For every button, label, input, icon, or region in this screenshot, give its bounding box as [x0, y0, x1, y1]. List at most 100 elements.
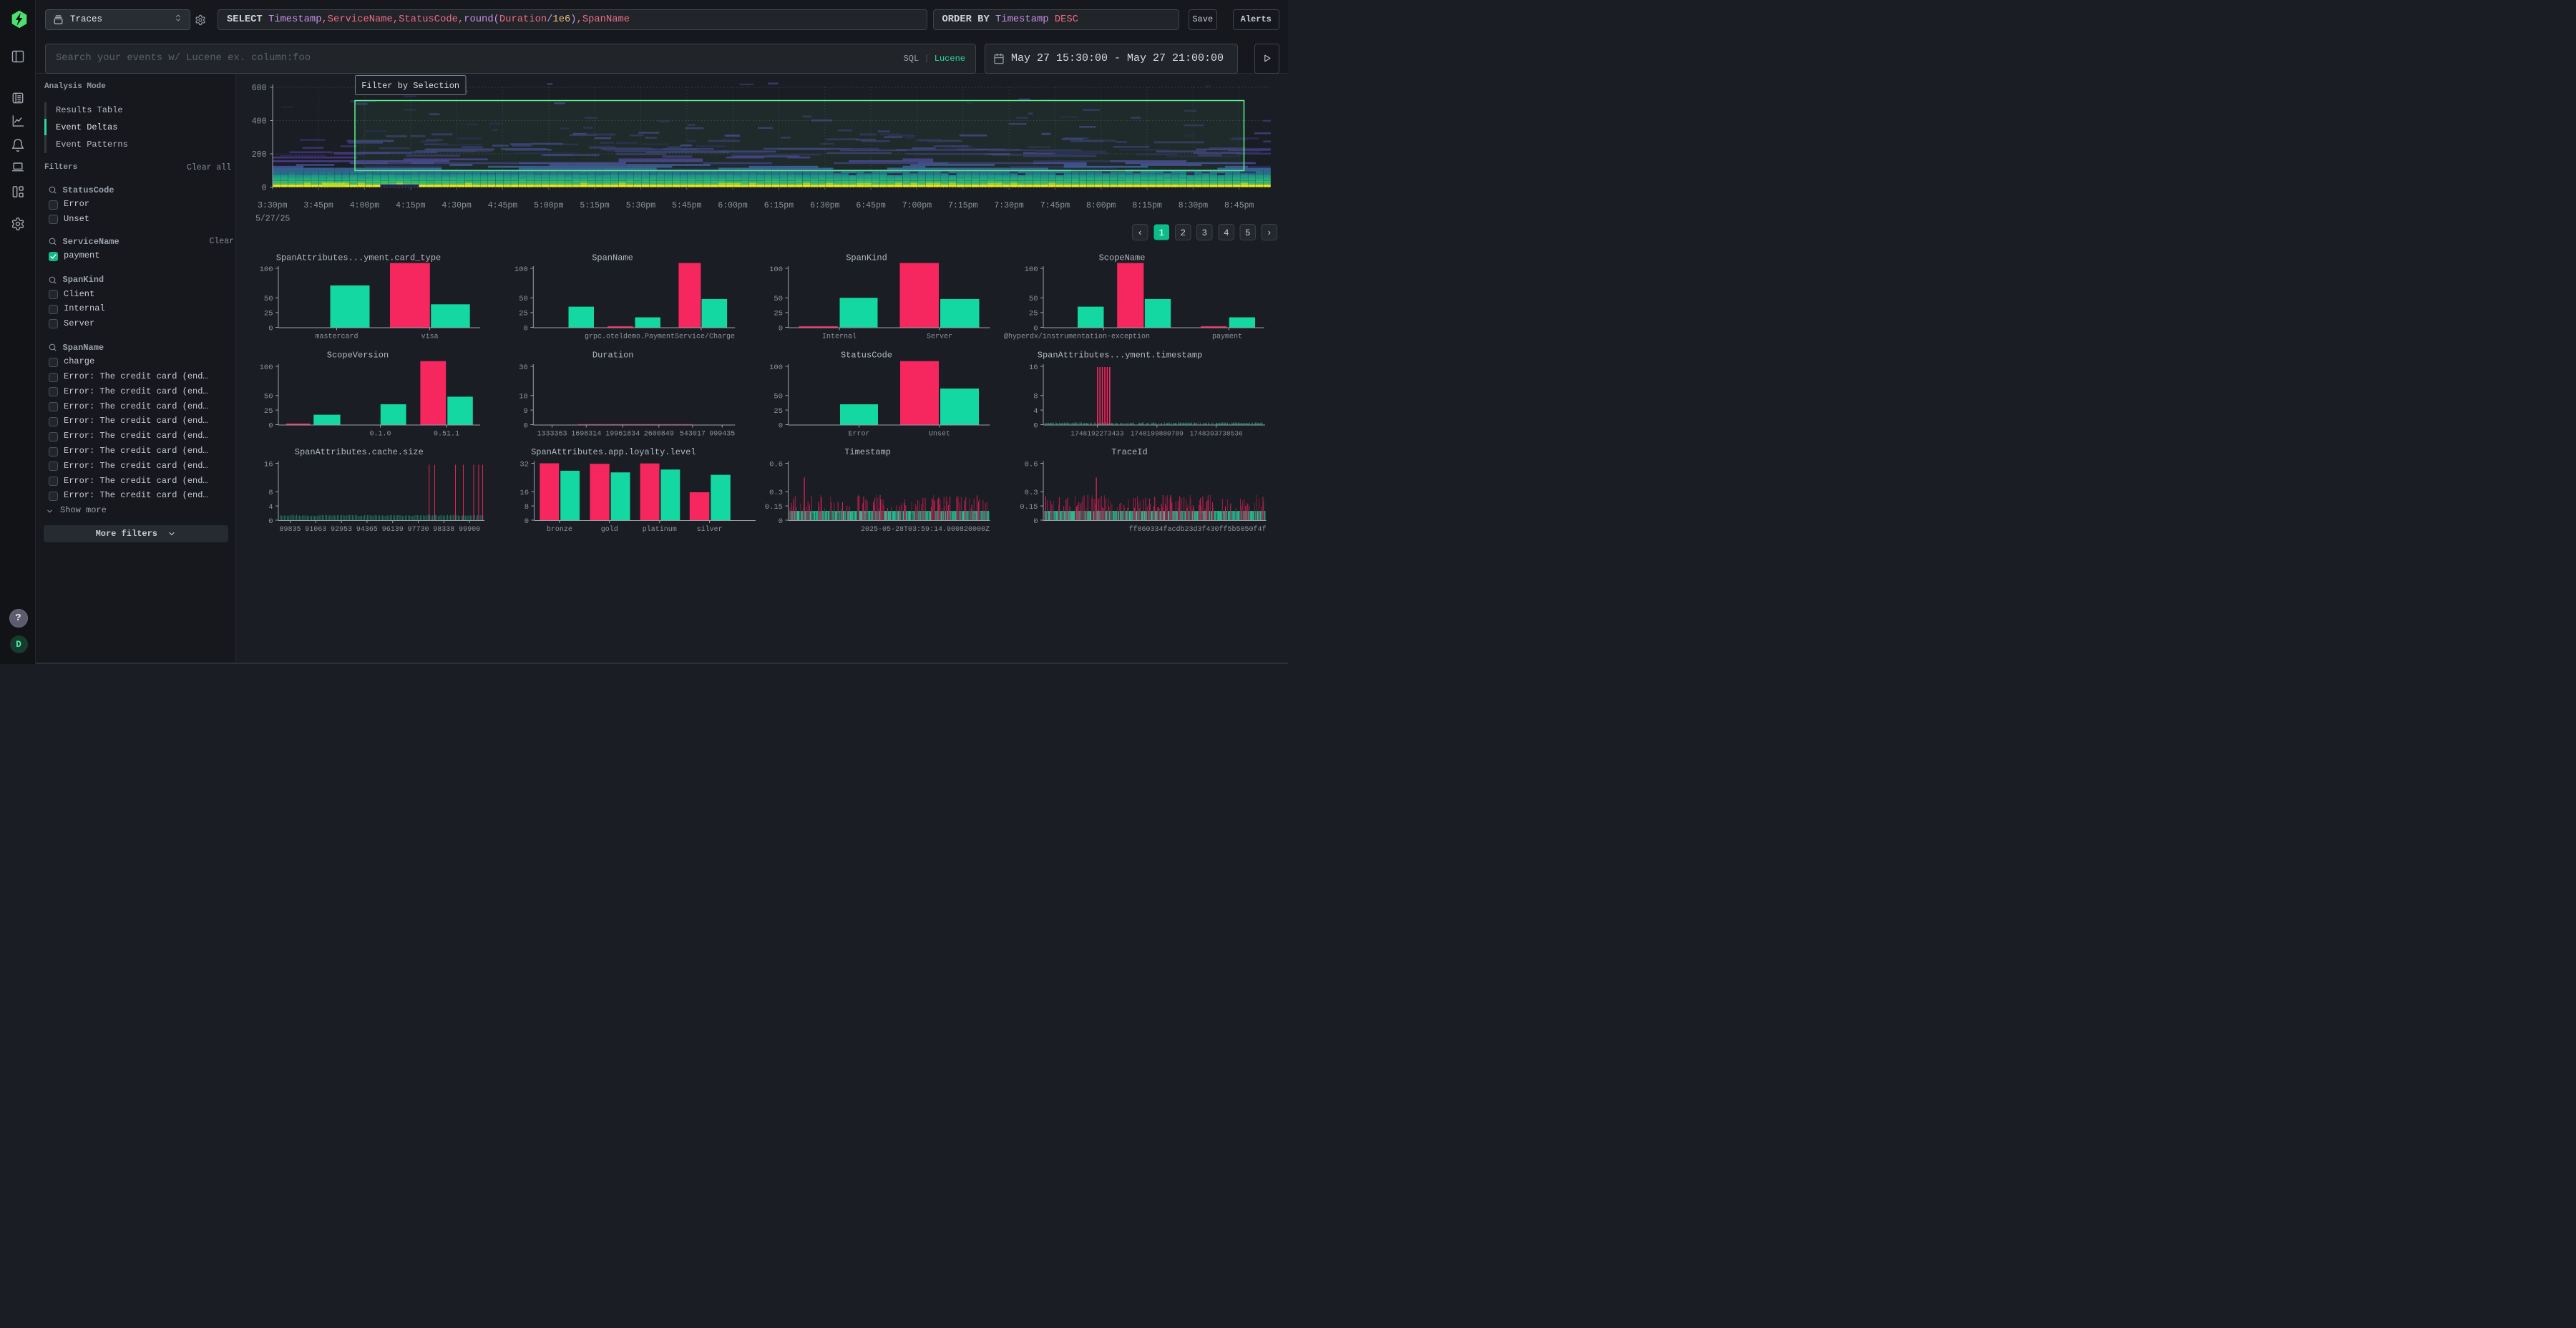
svg-text:Server: Server — [927, 333, 952, 341]
svg-text:7:30pm: 7:30pm — [994, 201, 1024, 210]
svg-text:25: 25 — [774, 310, 783, 318]
svg-text:@hyperdx/instrumentation-excep: @hyperdx/instrumentation-exception — [1004, 333, 1150, 341]
svg-text:9: 9 — [523, 407, 527, 416]
svg-text:100: 100 — [769, 265, 783, 274]
svg-text:silver: silver — [697, 525, 723, 534]
svg-text:5:45pm: 5:45pm — [672, 201, 702, 210]
svg-text:SpanAttributes.cache.size: SpanAttributes.cache.size — [295, 447, 424, 457]
svg-text:50: 50 — [264, 295, 273, 303]
svg-text:4:45pm: 4:45pm — [488, 201, 518, 210]
svg-text:18: 18 — [519, 393, 528, 401]
svg-text:0: 0 — [779, 421, 783, 430]
svg-text:94365: 94365 — [356, 526, 378, 534]
svg-text:99900: 99900 — [459, 526, 480, 534]
svg-text:8: 8 — [525, 503, 529, 512]
svg-text:100: 100 — [1025, 265, 1038, 274]
svg-text:400: 400 — [252, 117, 267, 127]
svg-text:100: 100 — [769, 363, 783, 372]
svg-text:1333363: 1333363 — [537, 431, 567, 439]
svg-text:visa: visa — [421, 333, 439, 341]
svg-text:8:45pm: 8:45pm — [1224, 201, 1254, 210]
svg-text:0.6: 0.6 — [1025, 460, 1038, 469]
svg-text:bronze: bronze — [547, 525, 572, 534]
svg-text:8: 8 — [268, 489, 273, 497]
svg-text:Filter by Selection: Filter by Selection — [361, 81, 459, 91]
svg-text:50: 50 — [264, 393, 273, 401]
svg-text:97730: 97730 — [407, 526, 429, 534]
svg-text:6:30pm: 6:30pm — [810, 201, 840, 210]
svg-text:600: 600 — [252, 84, 267, 93]
svg-text:0: 0 — [523, 421, 527, 430]
svg-text:16: 16 — [1029, 363, 1038, 372]
svg-text:SpanAttributes.app.loyalty.lev: SpanAttributes.app.loyalty.level — [531, 447, 696, 457]
svg-text:5:15pm: 5:15pm — [580, 201, 610, 210]
svg-text:SpanName: SpanName — [592, 253, 633, 263]
svg-text:0: 0 — [779, 324, 783, 333]
svg-text:50: 50 — [774, 295, 783, 303]
svg-text:0.15: 0.15 — [1020, 503, 1038, 512]
svg-text:Duration: Duration — [592, 351, 634, 361]
svg-text:25: 25 — [774, 407, 783, 416]
svg-text:25: 25 — [519, 310, 528, 318]
svg-text:7:45pm: 7:45pm — [1040, 201, 1070, 210]
svg-text:16: 16 — [264, 460, 273, 469]
svg-text:8:30pm: 8:30pm — [1179, 201, 1209, 210]
svg-text:7:15pm: 7:15pm — [948, 201, 978, 210]
svg-text:1698314: 1698314 — [571, 431, 601, 439]
svg-text:32: 32 — [519, 460, 529, 469]
svg-text:mastercard: mastercard — [315, 333, 358, 341]
svg-text:19961834: 19961834 — [605, 431, 640, 439]
svg-text:100: 100 — [260, 363, 273, 372]
svg-text:91063: 91063 — [305, 526, 326, 534]
svg-text:36: 36 — [519, 363, 528, 372]
svg-text:0: 0 — [262, 184, 267, 193]
svg-text:‹: ‹ — [1137, 228, 1143, 238]
svg-text:7:00pm: 7:00pm — [902, 201, 932, 210]
svg-text:platinum: platinum — [643, 525, 677, 534]
svg-text:5:30pm: 5:30pm — [626, 201, 656, 210]
svg-text:0: 0 — [268, 421, 273, 430]
svg-text:3: 3 — [1201, 228, 1207, 238]
svg-text:Error: Error — [848, 431, 869, 439]
svg-text:8:00pm: 8:00pm — [1086, 201, 1116, 210]
svg-text:4: 4 — [268, 503, 273, 512]
svg-text:200: 200 — [252, 150, 267, 160]
svg-text:3:30pm: 3:30pm — [258, 201, 288, 210]
svg-text:0: 0 — [779, 517, 783, 526]
svg-text:1748199880789: 1748199880789 — [1131, 430, 1184, 438]
svg-text:2600849: 2600849 — [644, 431, 674, 439]
svg-text:2025-05-28T03:59:14.900820000Z: 2025-05-28T03:59:14.900820000Z — [861, 526, 990, 534]
svg-text:8:15pm: 8:15pm — [1132, 201, 1162, 210]
svg-text:4: 4 — [1033, 407, 1038, 416]
svg-text:25: 25 — [264, 407, 273, 416]
svg-text:50: 50 — [774, 393, 783, 401]
svg-text:25: 25 — [1029, 310, 1038, 318]
svg-text:0.15: 0.15 — [765, 503, 783, 512]
svg-text:3:45pm: 3:45pm — [303, 201, 333, 210]
svg-text:50: 50 — [519, 295, 528, 303]
svg-text:Timestamp: Timestamp — [844, 447, 891, 457]
svg-text:100: 100 — [514, 265, 528, 274]
svg-text:0: 0 — [1033, 324, 1038, 333]
svg-text:StatusCode: StatusCode — [841, 351, 892, 361]
svg-text:6:45pm: 6:45pm — [856, 201, 886, 210]
svg-text:0.51.1: 0.51.1 — [434, 431, 459, 439]
svg-text:Internal: Internal — [822, 333, 857, 341]
svg-text:TraceId: TraceId — [1111, 447, 1147, 457]
svg-text:0: 0 — [525, 517, 529, 526]
svg-text:999435: 999435 — [709, 431, 735, 439]
svg-text:ScopeName: ScopeName — [1099, 253, 1146, 263]
svg-text:gold: gold — [601, 525, 618, 534]
svg-text:25: 25 — [264, 310, 273, 318]
svg-text:50: 50 — [1029, 295, 1038, 303]
svg-text:0.3: 0.3 — [1025, 489, 1038, 497]
svg-text:SpanKind: SpanKind — [846, 253, 887, 263]
svg-text:0: 0 — [523, 324, 527, 333]
svg-text:0.6: 0.6 — [769, 460, 783, 469]
svg-text:1748393738536: 1748393738536 — [1190, 430, 1243, 438]
svg-text:payment: payment — [1212, 333, 1242, 341]
svg-text:0: 0 — [1033, 517, 1038, 526]
svg-text:0.3: 0.3 — [769, 489, 783, 497]
svg-text:SpanAttributes...yment.timesta: SpanAttributes...yment.timestamp — [1038, 351, 1202, 361]
svg-text:4:00pm: 4:00pm — [350, 201, 380, 210]
